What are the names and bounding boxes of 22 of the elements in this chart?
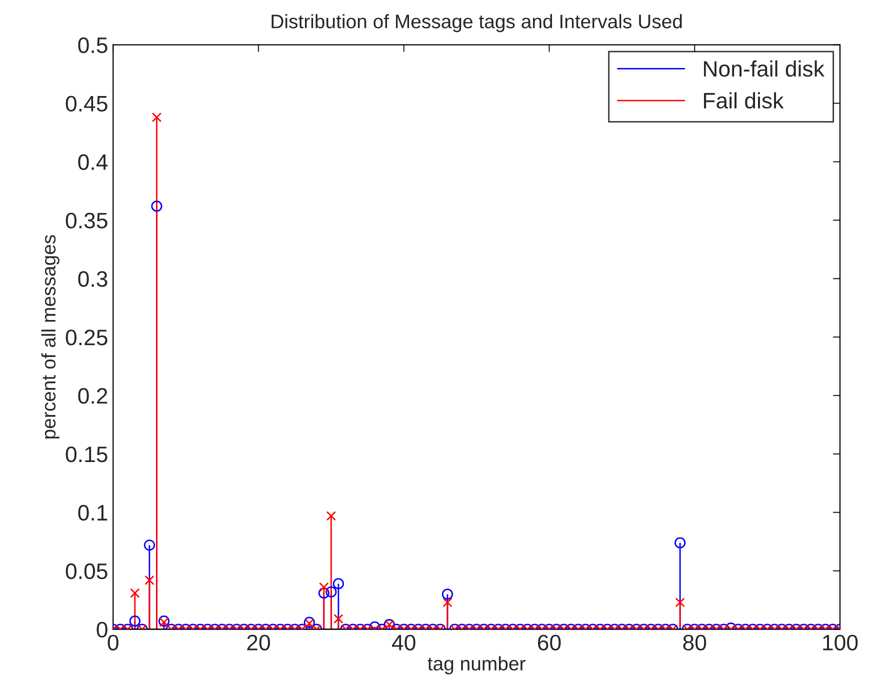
y-tick-label: 0.2 (78, 388, 108, 404)
y-tick-label: 0.1 (78, 504, 108, 521)
y-tick-label: 0 (96, 622, 108, 638)
x-tick-label: 80 (683, 634, 706, 650)
x-axis-title: tag number (428, 656, 526, 674)
y-tick-label: 0.5 (78, 37, 108, 54)
y-axis-title: percent of all messages (41, 235, 60, 438)
y-tick-label: 0.25 (66, 330, 108, 346)
y-tick-label: 0.45 (66, 96, 108, 112)
x-tick-label: 40 (392, 634, 416, 650)
y-tick-label: 0.15 (66, 446, 108, 462)
y-tick-label: 0.05 (66, 563, 108, 580)
legend-label: Non-fail disk (704, 60, 824, 77)
x-tick-label: 60 (538, 634, 561, 650)
chart-title: Distribution of Message tags and Intervals Used (272, 14, 682, 32)
x-tick-label: 0 (108, 634, 118, 650)
y-tick-label: 0.4 (78, 154, 108, 170)
x-tick-label: 100 (823, 634, 858, 650)
y-tick-label: 0.3 (78, 271, 108, 287)
x-tick-label: 20 (247, 634, 270, 650)
legend-label: Fail disk (704, 92, 784, 109)
y-tick-label: 0.35 (66, 212, 108, 228)
